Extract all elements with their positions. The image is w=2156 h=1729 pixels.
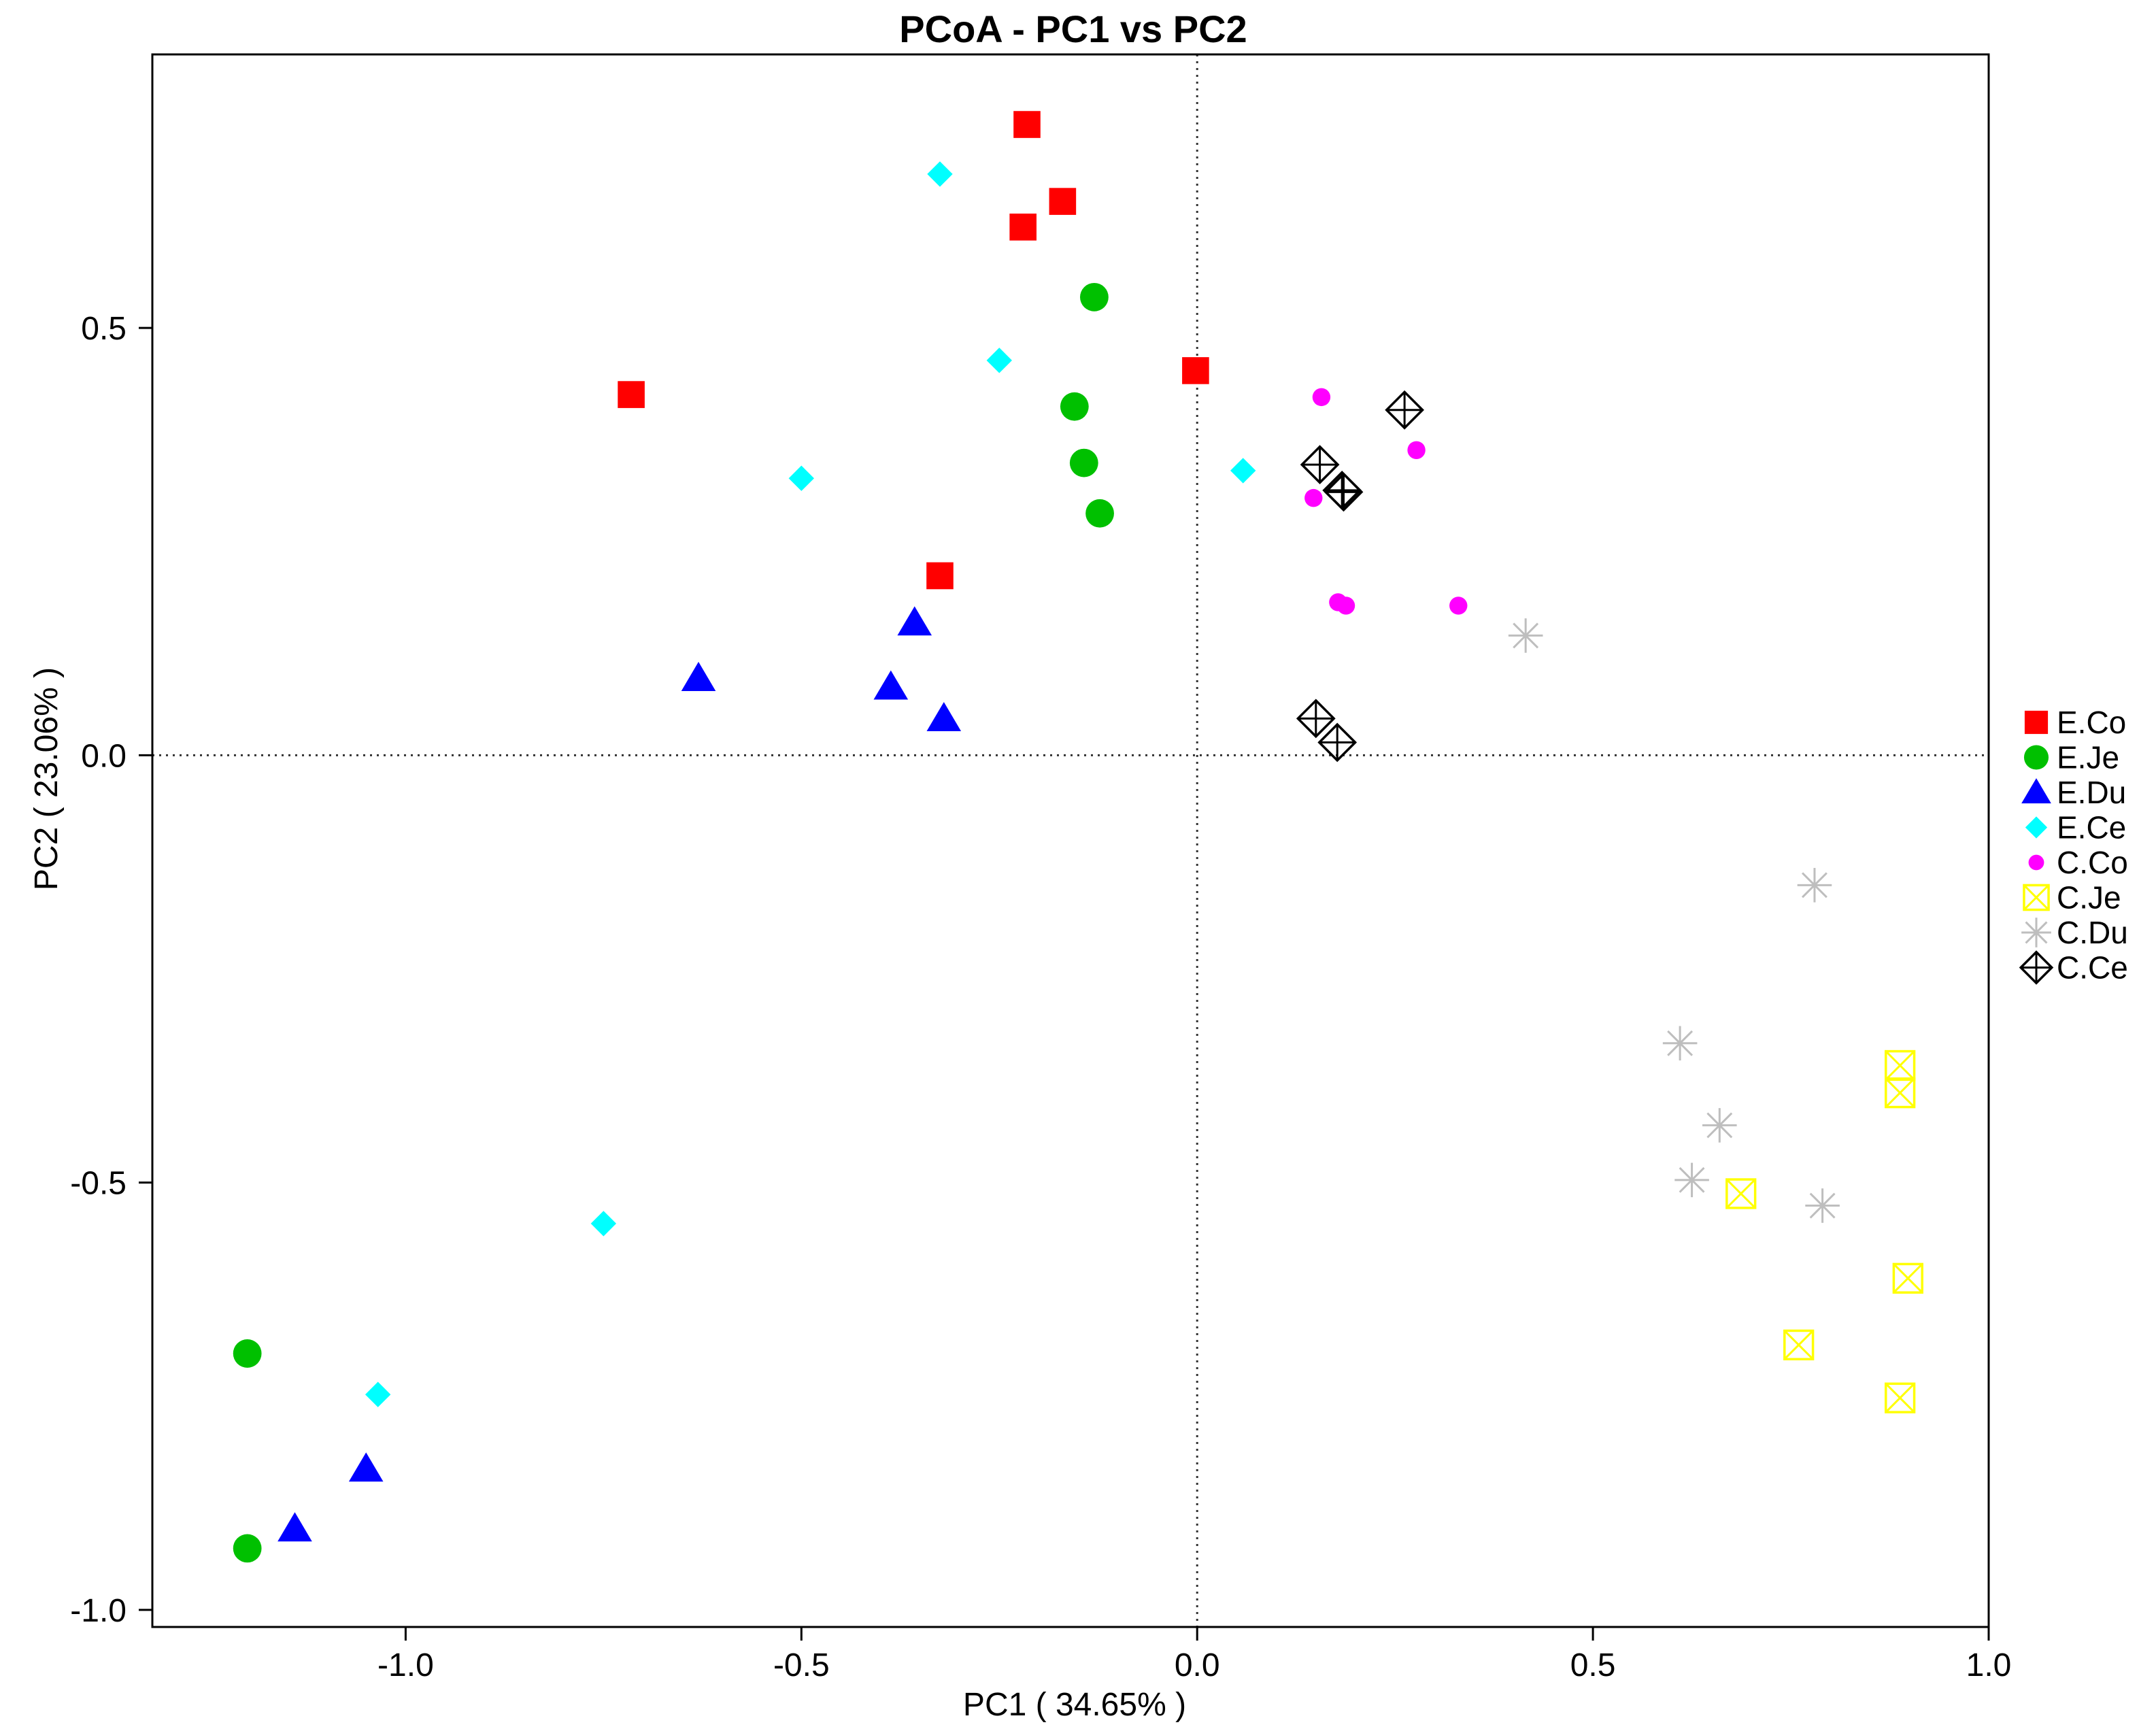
data-point bbox=[1049, 188, 1077, 215]
data-point bbox=[1508, 618, 1543, 653]
legend-item-c-ce: C.Ce bbox=[2019, 950, 2128, 986]
y-tick-label: 0.0 bbox=[81, 738, 127, 774]
data-point bbox=[788, 465, 815, 491]
data-point bbox=[1317, 722, 1358, 762]
legend-label: E.Je bbox=[2057, 740, 2119, 775]
series-e-ce bbox=[365, 161, 1256, 1407]
series-c-ce bbox=[1296, 390, 1424, 762]
data-point bbox=[1674, 1162, 1709, 1198]
data-point bbox=[986, 348, 1012, 373]
data-point bbox=[1009, 214, 1037, 241]
data-point bbox=[1662, 1026, 1698, 1061]
plot-frame bbox=[151, 53, 1990, 1628]
data-point bbox=[926, 562, 954, 590]
legend-marker bbox=[2023, 745, 2049, 770]
data-point bbox=[1449, 597, 1468, 615]
data-point bbox=[1230, 458, 1256, 484]
legend-label: E.Du bbox=[2057, 775, 2126, 810]
data-point bbox=[1797, 868, 1832, 903]
data-point bbox=[681, 662, 716, 691]
axes: -1.0 -0.5 0.0 0.5 1.0 -1.0 -0.5 0.0 0.5 bbox=[70, 53, 2012, 1683]
legend-item-e-je: E.Je bbox=[2023, 740, 2119, 775]
data-point bbox=[873, 670, 909, 700]
legend-marker bbox=[2023, 884, 2050, 911]
legend-marker bbox=[2021, 918, 2051, 947]
legend-marker bbox=[2021, 778, 2051, 804]
legend-item-e-du: E.Du bbox=[2021, 775, 2126, 810]
legend-label: E.Co bbox=[2057, 705, 2126, 740]
data-point bbox=[1296, 699, 1336, 739]
data-point bbox=[1783, 1329, 1815, 1360]
series-e-je bbox=[233, 282, 1114, 1563]
series-e-du bbox=[277, 606, 962, 1542]
data-point bbox=[1312, 388, 1331, 407]
legend-label: E.Ce bbox=[2057, 810, 2126, 845]
legend-label: C.Je bbox=[2057, 880, 2121, 916]
legend-item-e-ce: E.Ce bbox=[2025, 810, 2126, 845]
legend-marker bbox=[2019, 950, 2054, 985]
data-point bbox=[365, 1381, 391, 1407]
series-c-co bbox=[1304, 388, 1468, 615]
data-point bbox=[233, 1534, 262, 1563]
y-tick-label: -1.0 bbox=[70, 1593, 127, 1629]
data-point bbox=[233, 1339, 262, 1368]
x-axis-label: PC1 ( 34.65% ) bbox=[963, 1687, 1186, 1723]
data-point bbox=[1702, 1108, 1737, 1143]
x-tick-label: 1.0 bbox=[1966, 1647, 2012, 1683]
data-point bbox=[1885, 1382, 1916, 1413]
data-point bbox=[277, 1512, 312, 1542]
data-point bbox=[1407, 441, 1426, 459]
data-point bbox=[1336, 597, 1355, 615]
data-point bbox=[1885, 1077, 1916, 1109]
legend-item-c-co: C.Co bbox=[2028, 845, 2128, 880]
data-point bbox=[1060, 392, 1089, 421]
legend-label: C.Ce bbox=[2057, 950, 2128, 986]
data-point bbox=[1069, 448, 1098, 477]
legend-marker bbox=[2028, 854, 2044, 871]
data-point bbox=[348, 1452, 384, 1482]
data-point bbox=[1304, 488, 1323, 507]
data-point bbox=[618, 381, 645, 408]
data-point bbox=[1013, 111, 1041, 138]
data-point bbox=[1085, 499, 1114, 528]
x-tick-label: 0.0 bbox=[1175, 1647, 1220, 1683]
legend: E.CoE.JeE.DuE.CeC.CoC.JeC.DuC.Ce bbox=[2019, 705, 2128, 986]
legend-item-e-co: E.Co bbox=[2024, 705, 2126, 740]
legend-item-c-je: C.Je bbox=[2023, 880, 2121, 916]
data-point bbox=[1725, 1178, 1757, 1209]
data-point bbox=[1324, 472, 1364, 512]
legend-marker bbox=[2024, 710, 2049, 735]
plot-area bbox=[152, 54, 1989, 1627]
series-e-co bbox=[618, 111, 1209, 590]
chart-title: PCoA - PC1 vs PC2 bbox=[899, 7, 1247, 50]
data-point bbox=[897, 606, 932, 636]
legend-label: C.Co bbox=[2057, 845, 2128, 880]
data-point bbox=[590, 1211, 617, 1237]
legend-label: C.Du bbox=[2057, 915, 2128, 950]
legend-item-c-du: C.Du bbox=[2021, 915, 2128, 950]
series-c-je bbox=[1725, 1050, 1923, 1413]
data-point bbox=[1385, 390, 1424, 430]
data-point bbox=[927, 161, 953, 187]
legend-marker bbox=[2025, 816, 2048, 839]
x-tick-label: 0.5 bbox=[1570, 1647, 1616, 1683]
data-point bbox=[1805, 1188, 1840, 1223]
data-point bbox=[926, 702, 962, 732]
x-tick-label: -1.0 bbox=[377, 1647, 434, 1683]
y-tick-label: 0.5 bbox=[81, 311, 127, 347]
data-point bbox=[1300, 445, 1340, 485]
x-tick-label: -0.5 bbox=[773, 1647, 830, 1683]
y-axis-label: PC2 ( 23.06% ) bbox=[29, 667, 65, 890]
data-point bbox=[1080, 282, 1109, 312]
data-point bbox=[1182, 357, 1209, 384]
data-point bbox=[1892, 1262, 1923, 1294]
y-tick-label: -0.5 bbox=[70, 1166, 127, 1202]
series-c-du bbox=[1508, 618, 1840, 1223]
